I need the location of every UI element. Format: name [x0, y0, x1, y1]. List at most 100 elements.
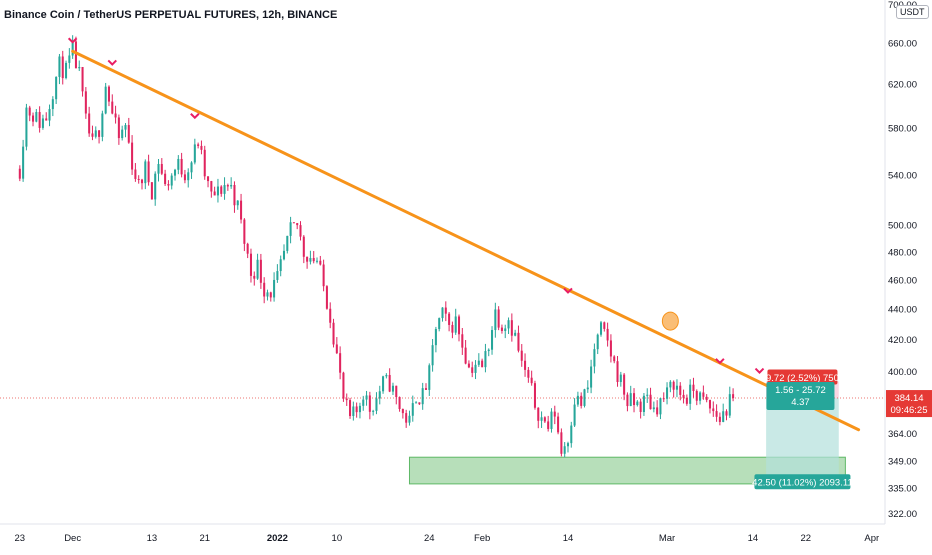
- y-tick-label: 540.00: [888, 170, 917, 181]
- candle-body: [365, 395, 368, 400]
- touch-marker-icon: [563, 287, 573, 294]
- candle-body: [461, 334, 464, 348]
- x-tick-label: 23: [15, 533, 26, 544]
- current-price-tag-bg: [886, 390, 932, 418]
- candle-body: [332, 322, 335, 345]
- candle-body: [253, 275, 256, 279]
- candle-body: [107, 86, 110, 102]
- candle-body: [398, 397, 401, 410]
- candle-body: [319, 260, 322, 265]
- candle-body: [88, 113, 91, 134]
- candle-body: [560, 432, 563, 454]
- candle-body: [434, 329, 437, 346]
- candle-body: [623, 374, 626, 395]
- candle-body: [282, 250, 286, 260]
- candle-body: [246, 243, 249, 254]
- candle-body: [649, 394, 652, 410]
- x-tick-label: Feb: [474, 533, 490, 544]
- candle-body: [58, 56, 61, 77]
- candle-body: [187, 172, 190, 181]
- candle-body: [180, 158, 183, 175]
- position-stop-label-text: 9.72 (2.52%) 750: [766, 373, 839, 384]
- candle-body: [418, 402, 421, 405]
- y-tick-label: 335.00: [888, 483, 917, 494]
- candle-body: [197, 144, 200, 146]
- position-ratio-bg: [766, 382, 835, 411]
- candle-body: [487, 349, 490, 352]
- x-tick-label: 14: [748, 533, 759, 544]
- candle-body: [629, 393, 632, 407]
- candle-body: [662, 398, 665, 400]
- candle-body: [448, 313, 451, 325]
- candle-body: [484, 351, 487, 368]
- candle-body: [121, 129, 124, 139]
- candle-body: [520, 350, 523, 361]
- candle-body: [444, 307, 447, 314]
- current-price-value: 384.14: [894, 393, 923, 404]
- candle-body: [401, 409, 404, 414]
- position-ratio-line1: 1.56 - 25.72: [775, 385, 826, 396]
- candle-body: [507, 320, 510, 329]
- x-tick-label: Dec: [64, 533, 81, 544]
- candle-body: [666, 387, 669, 399]
- candle-body: [431, 345, 434, 366]
- y-tick-label: 349.00: [888, 456, 917, 467]
- candle-body: [315, 260, 319, 262]
- candle-body: [18, 168, 21, 179]
- candle-body: [236, 200, 239, 206]
- candle-body: [203, 149, 206, 177]
- candle-body: [263, 282, 266, 297]
- candle-body: [550, 411, 553, 429]
- candle-body: [639, 401, 642, 412]
- candle-body: [137, 178, 140, 180]
- candle-body: [240, 200, 243, 220]
- trendline: [71, 49, 861, 432]
- currency-badge[interactable]: USDT: [896, 5, 929, 19]
- candle-body: [91, 133, 94, 137]
- candle-body: [586, 387, 589, 390]
- candle-body: [695, 390, 698, 401]
- candle-body: [596, 334, 599, 350]
- candle-body: [530, 377, 533, 384]
- candle-body: [296, 223, 299, 226]
- candle-body: [193, 144, 196, 163]
- candle-body: [712, 408, 715, 412]
- candle-body: [292, 222, 295, 224]
- candle-body: [71, 41, 74, 56]
- candle-body: [342, 372, 345, 399]
- candle-body: [682, 394, 685, 398]
- x-tick-label: 21: [199, 533, 210, 544]
- candle-body: [481, 360, 484, 368]
- candle-body: [491, 330, 494, 350]
- candle-body: [457, 316, 461, 335]
- candle-body: [580, 395, 583, 406]
- candle-body: [38, 112, 41, 128]
- x-tick-label: Mar: [659, 533, 675, 544]
- candle-body: [441, 307, 444, 319]
- candle-body: [223, 185, 226, 194]
- candle-body: [547, 421, 550, 429]
- candle-body: [94, 130, 97, 137]
- candle-body: [144, 161, 147, 184]
- candle-body: [517, 332, 520, 351]
- position-ratio-line2: 4.37: [791, 397, 810, 408]
- candle-body: [699, 392, 702, 401]
- candle-body: [154, 173, 157, 200]
- candle-body: [299, 225, 302, 237]
- candle-body: [81, 66, 84, 92]
- candle-body: [289, 222, 292, 236]
- candle-body: [609, 340, 612, 357]
- candle-body: [619, 374, 622, 383]
- candle-body: [722, 411, 725, 422]
- candle-body: [405, 413, 408, 423]
- candle-body: [249, 253, 252, 276]
- candle-body: [497, 309, 500, 328]
- candle-body: [494, 309, 497, 331]
- highlight-circle: [661, 311, 679, 331]
- candle-body: [388, 374, 391, 392]
- candle-body: [477, 360, 480, 365]
- candle-body: [672, 381, 675, 390]
